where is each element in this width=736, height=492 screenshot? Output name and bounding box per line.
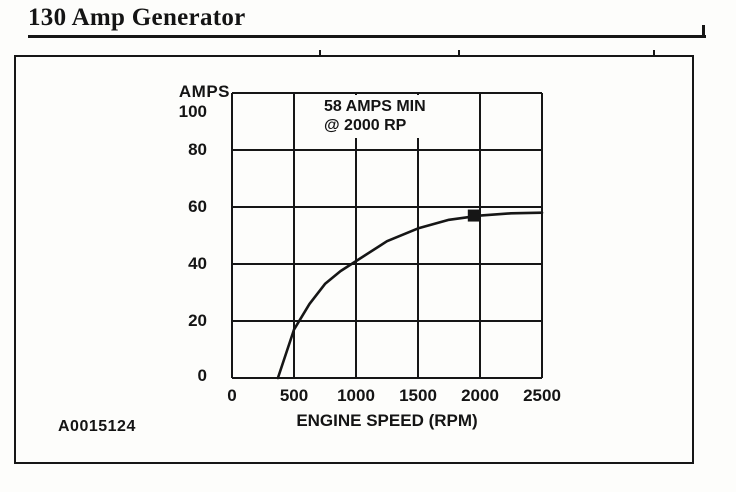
scan-artifact-mark [653,50,655,57]
x-tick-label-500: 500 [279,386,309,405]
annotation-line-1: 58 AMPS MIN [324,98,426,115]
page-title: 130 Amp Generator [28,4,246,31]
y-tick-label-100: 100 [178,102,207,121]
y-tick-label-60: 60 [188,197,207,216]
figure-frame [14,55,694,464]
scan-artifact-mark [458,50,460,57]
chart-annotation: 58 AMPS MIN @ 2000 RP [318,95,432,138]
x-tick-label-0: 0 [227,386,237,405]
x-tick-label-2500: 2500 [523,386,561,405]
x-axis-label: ENGINE SPEED (RPM) [296,411,478,430]
y-tick-label-80: 80 [188,140,207,159]
scan-artifact-tick [702,25,705,36]
x-tick-label-1000: 1000 [337,386,375,405]
y-axis-label: AMPS [178,82,230,101]
title-underline [28,35,706,38]
scan-artifact-mark [319,50,321,57]
y-tick-label-0: 0 [197,366,207,385]
figure-id: A0015124 [58,418,136,435]
x-tick-label-1500: 1500 [399,386,437,405]
y-tick-label-40: 40 [188,254,207,273]
x-tick-label-2000: 2000 [461,386,499,405]
y-tick-label-20: 20 [188,311,207,330]
annotation-line-2: @ 2000 RP [324,117,407,134]
